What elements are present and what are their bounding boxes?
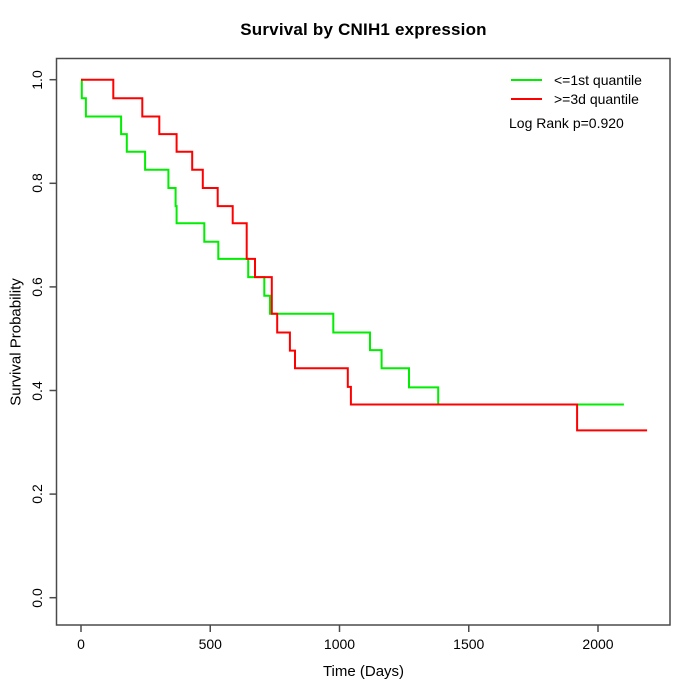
log-rank-annotation: Log Rank p=0.920 — [509, 115, 624, 131]
legend-item-first-quantile: <=1st quantile — [509, 70, 642, 89]
x-tick-label: 0 — [77, 636, 85, 652]
x-tick-label: 2000 — [582, 636, 614, 652]
legend-label: <=1st quantile — [554, 71, 642, 88]
legend-line-red — [511, 97, 542, 100]
y-tick-label: 0.6 — [29, 277, 45, 297]
x-axis-label: Time (Days) — [322, 663, 405, 680]
y-tick-label: 0.4 — [29, 380, 45, 401]
y-axis-label: Survival Probability — [7, 278, 25, 406]
x-tick-label: 1000 — [323, 636, 356, 652]
plot-box — [55, 57, 671, 626]
legend-line-green — [511, 78, 542, 81]
km-curve-first-quantile — [80, 78, 624, 406]
km-curve-third-quantile — [81, 78, 648, 432]
chart-title: Survival by CNIH1 expression — [240, 20, 487, 39]
x-tick-label: 1500 — [453, 636, 485, 652]
legend-item-third-quantile: >=3d quantile — [509, 89, 642, 108]
y-tick-label: 0.0 — [29, 587, 45, 608]
legend-label: >=3d quantile — [554, 90, 639, 107]
legend: <=1st quantile >=3d quantile Log Rank p=… — [509, 70, 642, 132]
y-tick-label: 0.8 — [29, 173, 45, 194]
y-tick-label: 0.2 — [29, 484, 45, 504]
x-tick-label: 500 — [198, 636, 222, 652]
y-tick-label: 1.0 — [29, 69, 45, 90]
